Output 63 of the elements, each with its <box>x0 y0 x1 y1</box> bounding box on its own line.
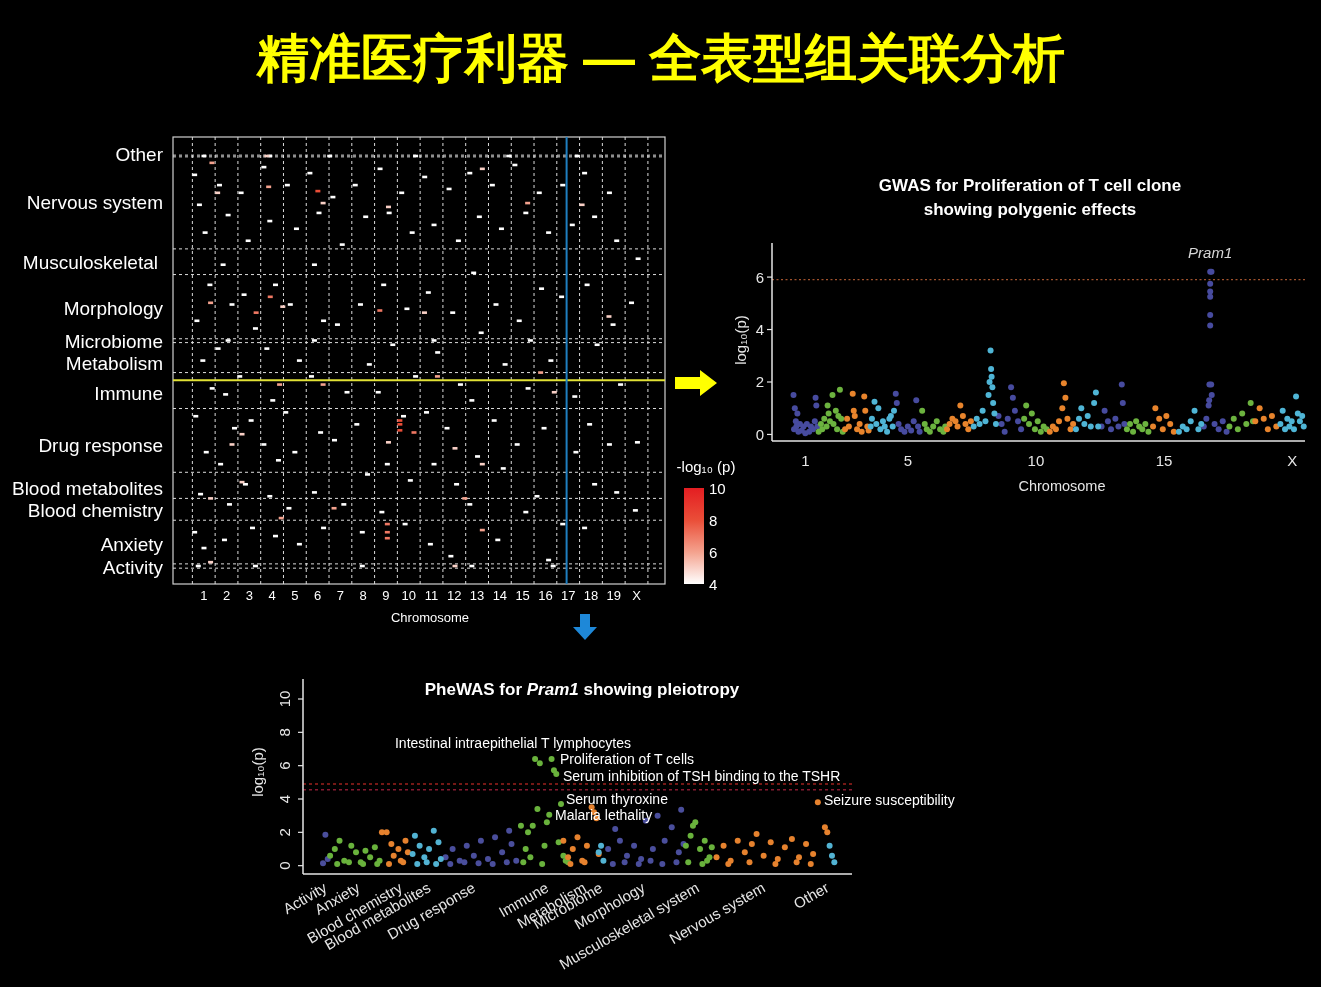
text: Immune <box>94 382 163 404</box>
x-tick-label: 10 <box>1027 452 1045 469</box>
x-tick-label: 3 <box>245 588 253 603</box>
color-bar-title: -log₁₀ (p) <box>676 457 736 475</box>
y-tick-label: 2 <box>755 373 764 391</box>
annotation: Serum thyroxine <box>566 791 669 807</box>
x-axis-title: Chromosome <box>390 610 470 625</box>
annotation: Seizure susceptibility <box>824 792 955 808</box>
y-axis-title: log₁₀(p) <box>732 315 749 365</box>
text: Musculoskeletal <box>22 251 158 273</box>
y-tick-label: 6 <box>276 761 293 770</box>
text: Anxiety <box>100 533 164 555</box>
chart-title: PheWAS for Pram1 showing pleiotropy <box>424 680 740 699</box>
x-tick-label: 15 <box>1155 452 1173 469</box>
y-tick-label: 4 <box>755 321 764 339</box>
y-tick-label: 0 <box>276 861 293 870</box>
x-tick-label: 1 <box>200 588 208 603</box>
text: Microbiome <box>64 330 163 352</box>
y-axis-title: log₁₀(p) <box>249 747 266 797</box>
x-tick-label: 6 <box>314 588 322 603</box>
y-tick-label: 6 <box>755 268 764 286</box>
x-axis-title: Chromosome <box>1018 478 1106 494</box>
x-tick-label: 1 <box>801 452 810 469</box>
annotation: Serum inhibition of TSH binding to the TSHR <box>563 768 841 784</box>
x-tick-label: X <box>632 588 642 603</box>
annotation: Proliferation of T cells <box>560 751 695 767</box>
y-tick-label: 0 <box>755 425 764 443</box>
x-tick-label: 5 <box>291 588 299 603</box>
x-tick-label: 8 <box>359 588 367 603</box>
x-tick-label: 19 <box>606 588 621 603</box>
color-bar-label: 10 <box>709 479 726 497</box>
x-tick-label: 2 <box>222 588 231 603</box>
x-tick-label: 10 <box>401 588 416 603</box>
x-tick-label: Other <box>790 878 832 913</box>
x-tick-label: 9 <box>382 588 390 603</box>
y-tick-label: 4 <box>276 794 293 804</box>
x-tick-label: 12 <box>447 588 462 603</box>
text: Activity <box>102 556 164 578</box>
color-bar-label: 8 <box>709 511 718 529</box>
x-tick-label: 11 <box>424 588 439 603</box>
x-tick-label: 16 <box>538 588 553 603</box>
x-tick-label: 5 <box>903 452 912 469</box>
text: 精准医疗利器 — 全表型组关联分析 <box>254 29 1066 87</box>
text: Nervous system <box>26 191 163 213</box>
x-tick-label: 13 <box>469 588 485 603</box>
text: Other <box>115 143 164 165</box>
y-tick-label: 2 <box>276 828 293 837</box>
y-tick-label: 8 <box>276 728 293 737</box>
chart-title: GWAS for Proliferation of T cell clone showing polygenic effects <box>878 176 1182 219</box>
x-tick-label: 15 <box>515 588 530 603</box>
annotation: Intestinal intraepithelial T lymphocytes <box>394 735 632 751</box>
x-tick-label: 7 <box>336 588 345 603</box>
x-tick-label: 18 <box>583 588 599 603</box>
text: Blood chemistry <box>27 499 164 521</box>
color-bar-label: 6 <box>709 543 718 561</box>
x-tick-label: 14 <box>492 588 508 603</box>
annotation: Pram1 <box>1188 243 1233 261</box>
x-tick-label: X <box>1287 452 1298 469</box>
y-tick-label: 10 <box>276 690 293 708</box>
text: Blood metabolites <box>11 477 163 499</box>
x-tick-label: 17 <box>560 588 576 603</box>
text: Morphology <box>63 297 164 319</box>
text: Metabolism <box>65 352 163 374</box>
